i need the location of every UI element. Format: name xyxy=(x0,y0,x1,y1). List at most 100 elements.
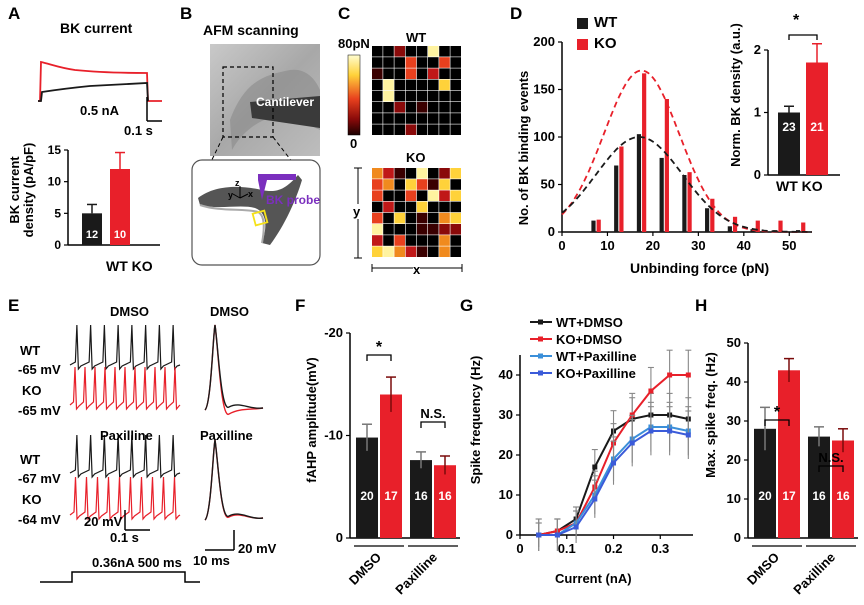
heatmap-cell xyxy=(439,212,450,224)
heatmap-cell xyxy=(383,179,394,190)
axis-x-label: x xyxy=(248,189,254,199)
heatmap-cell xyxy=(450,124,461,135)
inset-xlabel: WT KO xyxy=(776,178,823,194)
heatmap-cell xyxy=(439,235,450,246)
heatmap-cell xyxy=(372,168,383,179)
e-v1-label: -65 mV xyxy=(18,362,61,377)
heatmap-cell xyxy=(405,113,417,124)
g-point xyxy=(573,524,579,530)
heatmap-cell xyxy=(394,224,405,235)
heatmap-cell xyxy=(416,201,428,213)
heatmap-cell xyxy=(394,201,405,213)
heatmap-cell xyxy=(428,68,439,79)
g-point xyxy=(592,464,598,470)
heatmap-cell xyxy=(372,124,383,135)
e-v2-label: -65 mV xyxy=(18,403,61,418)
heatmap-cell xyxy=(416,235,428,246)
heatmap-x-label: x xyxy=(413,262,421,277)
heatmap-wt-label: WT xyxy=(406,30,427,45)
legend-wt-swatch xyxy=(577,18,588,29)
g-ytick-label: 0 xyxy=(506,527,513,542)
h-bar xyxy=(754,428,776,538)
f-bar xyxy=(434,465,456,538)
heatmap-cell xyxy=(428,246,439,257)
h-group-label: Paxilline xyxy=(790,550,838,598)
e-scale-mv2-label: 20 mV xyxy=(238,541,277,556)
d-xtick-label: 0 xyxy=(558,238,565,253)
d-bar-ko xyxy=(710,198,715,232)
inset-ytick-label: 1 xyxy=(754,105,761,120)
scale-time-label: 0.1 s xyxy=(124,123,153,138)
d-xtick-label: 30 xyxy=(691,238,705,253)
heatmap-cell xyxy=(372,57,383,68)
heatmap-cell xyxy=(450,90,461,102)
heatmap-cell xyxy=(394,124,405,135)
heatmap-cell xyxy=(383,68,394,79)
heatmap-cell xyxy=(416,57,428,68)
heatmap-cell xyxy=(383,79,394,91)
h-bar xyxy=(778,370,800,538)
inset-bar-ko xyxy=(806,62,828,175)
g-legend-marker xyxy=(538,319,543,325)
g-legend-label: WT+DMSO xyxy=(556,315,623,330)
g-ytick-label: 20 xyxy=(499,447,513,462)
heatmap-cell xyxy=(450,212,461,224)
inset-ytick-label: 2 xyxy=(754,42,761,57)
bk-probe-shape xyxy=(258,174,296,200)
inset-significance-star: * xyxy=(793,12,800,29)
g-point xyxy=(629,440,635,446)
e-paxilline-right-label: Paxilline xyxy=(200,428,253,443)
e-scale-t-label: 0.1 s xyxy=(110,530,139,545)
heatmap-cell xyxy=(416,124,428,135)
e-v4-label: -64 mV xyxy=(18,512,61,527)
heatmap-cell xyxy=(450,235,461,246)
heatmap-cell xyxy=(383,224,394,235)
e-scale-ms-label: 10 ms xyxy=(193,553,230,568)
g-ytick-label: 10 xyxy=(499,487,513,502)
wt-heatmap xyxy=(372,46,461,135)
heatmap-cell xyxy=(405,201,417,213)
g-ytick-label: 40 xyxy=(499,367,513,382)
g-legend-label: KO+Paxilline xyxy=(556,366,636,381)
heatmap-cell xyxy=(394,113,405,124)
heatmap-cell xyxy=(372,246,383,257)
d-bar-ko xyxy=(687,172,692,232)
heatmap-cell xyxy=(450,190,461,201)
h-ytick-label: 0 xyxy=(734,530,741,545)
heatmap-cell xyxy=(405,68,417,79)
heatmap-cell xyxy=(428,102,439,113)
heatmap-cell xyxy=(394,46,405,57)
d-bar-ko xyxy=(619,146,624,232)
heatmap-cell xyxy=(428,124,439,135)
heatmap-cell xyxy=(416,79,428,91)
heatmap-cell xyxy=(394,179,405,190)
heatmap-cell xyxy=(416,113,428,124)
d-fit-wt xyxy=(561,136,812,233)
heatmap-cell xyxy=(394,57,405,68)
d-xtick-label: 40 xyxy=(737,238,751,253)
heatmap-cell xyxy=(405,224,417,235)
g-xtick-label: 0.3 xyxy=(651,541,669,556)
d-xtick-label: 20 xyxy=(646,238,660,253)
heatmap-cell xyxy=(394,246,405,257)
heatmap-cell xyxy=(450,57,461,68)
panel-letter-c: C xyxy=(338,4,351,23)
heatmap-cell xyxy=(439,68,450,79)
heatmap-cell xyxy=(372,179,383,190)
panel-a-xlabel: WT KO xyxy=(106,258,153,274)
h-sig-bracket xyxy=(764,419,790,426)
inset-ytick-label: 0 xyxy=(754,167,761,182)
d-bar-wt xyxy=(795,230,801,232)
heatmap-cell xyxy=(416,212,428,224)
heatmap-cell xyxy=(416,46,428,57)
heatmap-cell xyxy=(383,57,394,68)
heatmap-cell xyxy=(428,179,439,190)
d-bar-wt xyxy=(682,175,687,232)
a-n-label: 10 xyxy=(114,229,126,241)
heatmap-cell xyxy=(450,46,461,57)
d-bar-ko xyxy=(778,220,783,232)
h-n-label: 16 xyxy=(836,489,850,503)
